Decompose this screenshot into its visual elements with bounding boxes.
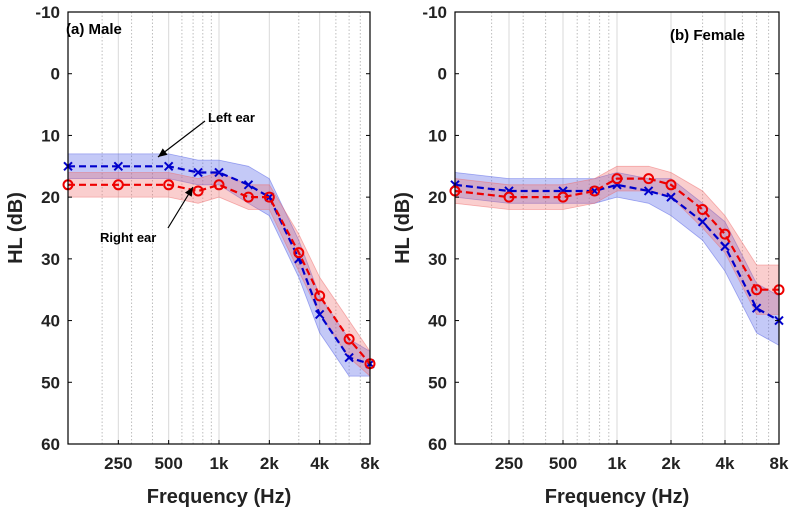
y-tick-label: 30 — [41, 250, 60, 269]
y-tick-label: 50 — [428, 373, 447, 392]
y-tick-label: 20 — [428, 188, 447, 207]
x-tick-label: 2k — [662, 454, 681, 473]
data-point-right-ear — [611, 173, 623, 185]
x-tick-label: 4k — [716, 454, 735, 473]
y-tick-label: -10 — [422, 3, 447, 22]
y-tick-label: 20 — [41, 188, 60, 207]
data-point-right-ear — [503, 191, 515, 203]
y-tick-label: 0 — [438, 65, 447, 84]
data-point-right-ear — [263, 191, 275, 203]
y-axis-label: HL (dB) — [392, 192, 414, 264]
annotation-label: Left ear — [208, 110, 255, 125]
x-tick-label: 1k — [608, 454, 627, 473]
data-point-left-ear — [720, 241, 730, 252]
x-tick-label: 500 — [549, 454, 577, 473]
x-tick-label: 8k — [361, 454, 380, 473]
data-point-right-ear — [242, 191, 254, 203]
data-point-left-ear — [214, 167, 224, 178]
y-tick-label: -10 — [35, 3, 60, 22]
y-tick-label: 0 — [51, 65, 60, 84]
panel-title: (b) Female — [670, 27, 745, 44]
data-point-right-ear — [293, 247, 305, 259]
x-axis-label: Frequency (Hz) — [147, 486, 291, 508]
x-tick-label: 250 — [104, 454, 132, 473]
series-line-right-ear — [454, 177, 779, 291]
data-point-right-ear — [719, 228, 731, 240]
annotation-arrowhead — [184, 187, 193, 197]
data-point-left-ear — [243, 180, 254, 190]
y-tick-label: 10 — [41, 126, 60, 145]
data-point-left-ear — [314, 309, 325, 320]
data-point-left-ear — [163, 161, 174, 171]
y-tick-label: 60 — [428, 435, 447, 454]
data-point-left-ear — [193, 167, 203, 178]
y-tick-label: 40 — [41, 312, 60, 331]
x-tick-label: 4k — [310, 454, 329, 473]
annotation-arrow-line — [157, 120, 206, 158]
x-tick-label: 500 — [154, 454, 182, 473]
y-tick-label: 40 — [428, 312, 447, 331]
data-point-right-ear — [643, 173, 655, 185]
y-tick-label: 50 — [41, 373, 60, 392]
x-tick-label: 250 — [495, 454, 523, 473]
panel-title: (a) Male — [66, 21, 122, 38]
data-point-right-ear — [112, 179, 124, 191]
series-line-left-ear — [454, 183, 780, 322]
annotation-label: Right ear — [100, 230, 156, 245]
y-tick-label: 10 — [428, 126, 447, 145]
data-point-left-ear — [344, 352, 354, 363]
data-point-right-ear — [589, 185, 601, 197]
x-tick-label: 1k — [210, 454, 229, 473]
data-point-left-ear — [113, 161, 124, 171]
x-tick-label: 8k — [770, 454, 789, 473]
data-point-left-ear — [697, 217, 708, 227]
data-point-right-ear — [213, 179, 225, 191]
x-tick-label: 2k — [260, 454, 279, 473]
y-tick-label: 30 — [428, 250, 447, 269]
data-point-right-ear — [751, 284, 763, 296]
annotation-arrowhead — [158, 148, 168, 157]
data-point-right-ear — [163, 179, 175, 191]
data-point-left-ear — [666, 192, 676, 202]
y-tick-label: 60 — [41, 435, 60, 454]
series-line-right-ear — [68, 183, 371, 365]
data-point-right-ear — [665, 179, 677, 191]
data-point-right-ear — [557, 191, 569, 203]
data-point-right-ear — [343, 333, 355, 345]
data-point-left-ear — [643, 186, 654, 196]
data-point-right-ear — [192, 185, 204, 197]
data-point-right-ear — [314, 290, 326, 302]
data-point-right-ear — [697, 203, 709, 215]
series-line-left-ear — [68, 165, 371, 365]
y-axis-label: HL (dB) — [5, 192, 27, 264]
data-point-left-ear — [751, 303, 762, 313]
x-axis-label: Frequency (Hz) — [545, 486, 689, 508]
